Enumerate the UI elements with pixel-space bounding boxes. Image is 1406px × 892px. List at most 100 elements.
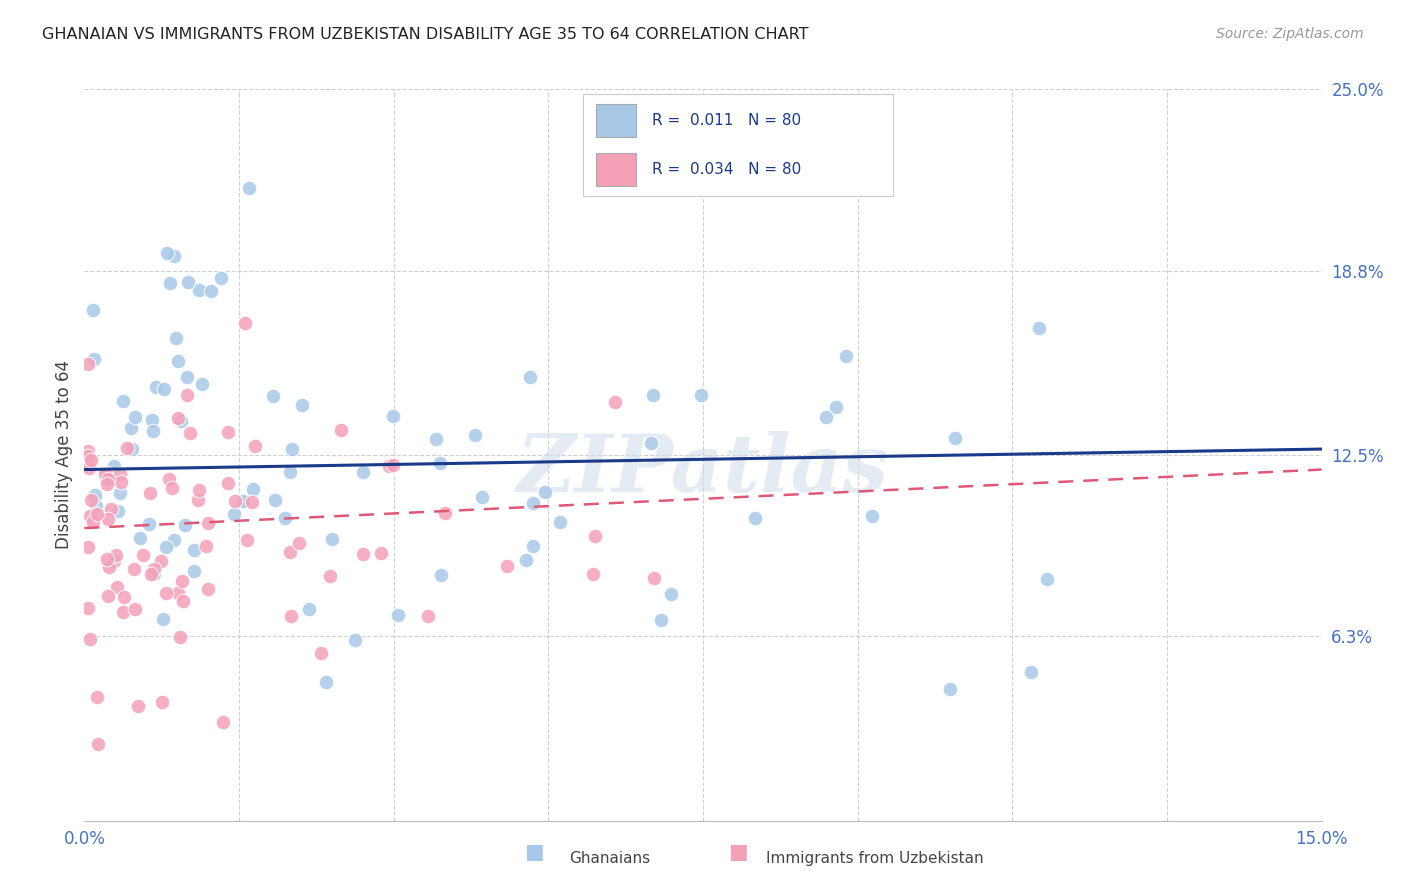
Point (149, 554, 172, 568)
Point (1019, 665, 1042, 680)
Point (522, 496, 544, 510)
Point (103, 459, 125, 474)
Point (387, 607, 409, 622)
Point (159, 277, 181, 291)
Point (583, 529, 606, 543)
Point (280, 545, 302, 559)
Point (233, 316, 256, 330)
Point (188, 283, 211, 297)
Point (172, 594, 194, 608)
Point (84, 499, 107, 513)
Point (93, 467, 115, 481)
Point (155, 541, 177, 555)
Point (217, 475, 239, 490)
Point (96, 467, 118, 481)
Text: ZIPatlas: ZIPatlas (517, 431, 889, 508)
Point (165, 331, 187, 345)
Point (238, 181, 260, 195)
Point (582, 567, 605, 582)
Point (141, 413, 163, 427)
Point (96, 551, 118, 566)
Point (145, 380, 167, 394)
Point (77, 357, 100, 371)
Point (309, 646, 332, 660)
Point (471, 490, 494, 504)
Point (352, 547, 374, 561)
Point (659, 586, 682, 600)
Point (643, 570, 665, 584)
Point (191, 376, 214, 391)
Point (124, 602, 146, 616)
Point (142, 562, 165, 576)
Point (243, 439, 266, 453)
Point (352, 465, 374, 479)
Point (86, 690, 108, 705)
Point (82, 515, 104, 529)
Y-axis label: Disability Age 35 to 64: Disability Age 35 to 64 (55, 360, 73, 549)
Point (107, 504, 129, 518)
Point (115, 441, 138, 455)
Point (87, 737, 110, 751)
Text: R =  0.011   N = 80: R = 0.011 N = 80 (651, 112, 800, 128)
Point (291, 398, 314, 412)
Point (96, 477, 118, 491)
Point (127, 698, 149, 713)
Point (170, 414, 193, 428)
Bar (596, 153, 636, 186)
Point (163, 249, 186, 263)
Point (330, 423, 353, 437)
Point (640, 435, 662, 450)
Point (321, 533, 343, 547)
Point (97, 589, 120, 603)
Point (382, 409, 405, 424)
Point (744, 510, 766, 524)
Point (176, 369, 198, 384)
Point (945, 431, 967, 445)
Point (548, 515, 571, 529)
Point (121, 442, 143, 457)
Point (605, 395, 627, 409)
Point (515, 553, 537, 567)
Point (138, 517, 160, 532)
Point (835, 349, 858, 363)
Point (288, 535, 311, 549)
Point (280, 465, 302, 479)
Point (97, 472, 120, 486)
Point (157, 472, 180, 486)
Point (167, 411, 190, 425)
Point (519, 369, 541, 384)
Point (176, 276, 198, 290)
Point (240, 495, 263, 509)
Point (103, 554, 125, 568)
Point (86, 507, 108, 521)
Point (176, 388, 198, 402)
Point (425, 432, 447, 446)
Point (94, 471, 117, 485)
Point (825, 401, 848, 415)
Bar (596, 104, 636, 136)
Point (187, 483, 209, 497)
Point (319, 569, 342, 583)
Point (209, 271, 232, 285)
Point (195, 539, 218, 553)
Point (108, 467, 131, 481)
Point (179, 426, 201, 441)
Point (522, 539, 544, 553)
Point (152, 612, 174, 626)
Point (167, 586, 190, 600)
Point (222, 507, 245, 521)
Point (262, 388, 284, 402)
Point (142, 567, 165, 582)
Point (80, 453, 103, 467)
Point (183, 564, 205, 578)
Point (100, 501, 122, 516)
Point (533, 485, 555, 500)
Point (77, 600, 100, 615)
Point (382, 458, 405, 472)
Point (172, 574, 194, 588)
Point (298, 602, 321, 616)
Point (197, 516, 219, 531)
Point (643, 388, 665, 402)
Point (315, 675, 337, 690)
Point (82, 303, 104, 318)
